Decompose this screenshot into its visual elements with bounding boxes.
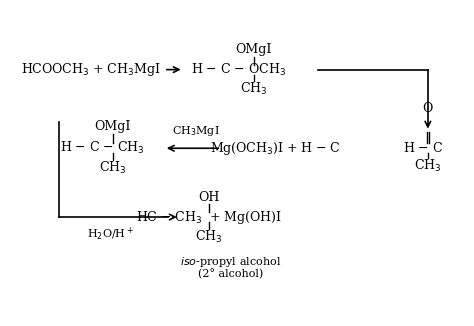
Text: OMgI: OMgI xyxy=(236,43,272,56)
Text: CH$_3$: CH$_3$ xyxy=(414,158,442,174)
Text: HC $-$ CH$_3$  + Mg(OH)I: HC $-$ CH$_3$ + Mg(OH)I xyxy=(137,209,282,226)
Text: OH: OH xyxy=(199,191,220,204)
Text: OMgI: OMgI xyxy=(94,120,131,133)
Text: HCOOCH$_3$ + CH$_3$MgI: HCOOCH$_3$ + CH$_3$MgI xyxy=(21,61,161,78)
Text: O: O xyxy=(423,102,433,115)
Text: $\it{iso}$-propyl alcohol: $\it{iso}$-propyl alcohol xyxy=(180,255,282,269)
Text: CH$_3$MgI: CH$_3$MgI xyxy=(173,125,220,139)
Text: H $-$ C $-$ CH$_3$: H $-$ C $-$ CH$_3$ xyxy=(61,140,145,156)
Text: H$_2$O/H$^+$: H$_2$O/H$^+$ xyxy=(87,225,134,242)
Text: CH$_3$: CH$_3$ xyxy=(240,81,267,97)
Text: CH$_3$: CH$_3$ xyxy=(195,229,223,245)
Text: (2° alcohol): (2° alcohol) xyxy=(198,269,264,279)
Text: H $-$ C $-$ OCH$_3$: H $-$ C $-$ OCH$_3$ xyxy=(191,62,286,78)
Text: H $-$ C: H $-$ C xyxy=(403,141,444,155)
Text: CH$_3$: CH$_3$ xyxy=(99,160,127,176)
Text: Mg(OCH$_3$)I + H $-$ C: Mg(OCH$_3$)I + H $-$ C xyxy=(210,140,341,157)
